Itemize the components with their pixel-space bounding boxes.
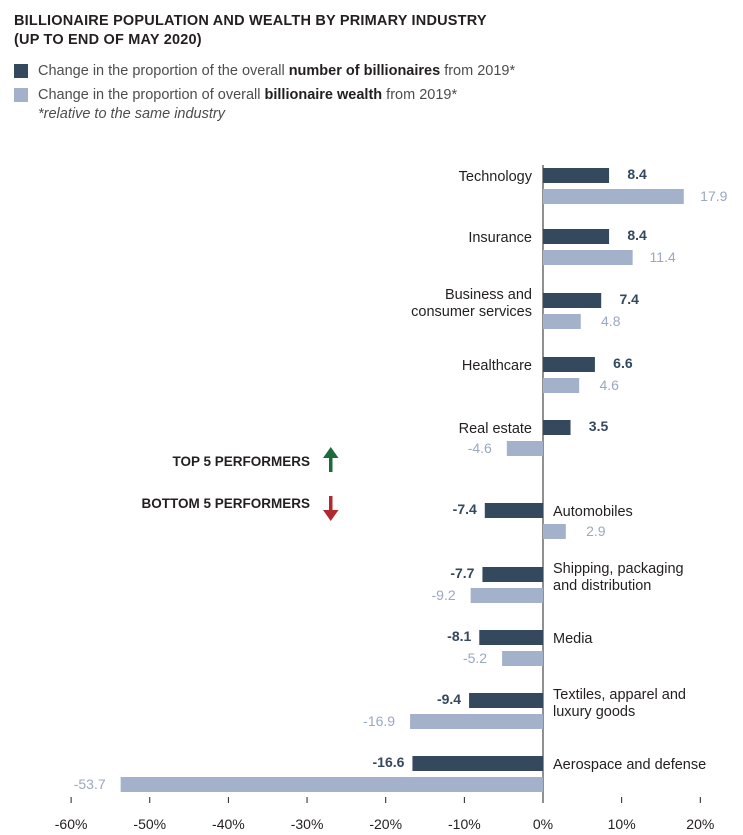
bar-wealth: [543, 378, 580, 393]
bar-wealth: [543, 524, 566, 539]
data-label-count: 8.4: [627, 227, 647, 243]
x-tick-label: -10%: [448, 816, 481, 832]
x-tick-label: -30%: [291, 816, 324, 832]
bar-count: [543, 229, 610, 244]
legend-label-count: Change in the proportion of the overall …: [38, 63, 516, 79]
bar-count: [484, 503, 543, 518]
legend-item-count: Change in the proportion of the overall …: [14, 63, 515, 79]
x-tick-label: -60%: [55, 816, 88, 832]
footnote: *relative to the same industry: [38, 106, 225, 122]
bar-count: [412, 756, 543, 771]
data-label-count: -9.4: [437, 691, 461, 707]
bar-count: [479, 630, 543, 645]
data-label-wealth: 4.6: [599, 377, 619, 393]
down-arrow-icon: [329, 496, 333, 513]
bar-count: [469, 693, 543, 708]
category-label: luxury goods: [553, 704, 635, 720]
data-label-wealth: -9.2: [432, 587, 456, 603]
bar-wealth: [506, 441, 543, 456]
category-label: Real estate: [459, 421, 532, 437]
data-label-wealth: 4.8: [601, 313, 621, 329]
category-label: and distribution: [553, 578, 651, 594]
bar-wealth: [543, 250, 633, 265]
legend-swatch-wealth: [14, 88, 28, 102]
x-tick-label: -20%: [369, 816, 402, 832]
x-tick-label: -50%: [133, 816, 166, 832]
subtitle-line: (UP TO END OF MAY 2020): [14, 32, 202, 48]
up-arrow-icon: [329, 455, 333, 472]
bar-wealth: [543, 314, 581, 329]
down-arrow-icon: [323, 510, 339, 521]
chart-title: BILLIONAIRE POPULATION AND WEALTH BY PRI…: [14, 12, 487, 50]
x-tick-label: 0%: [533, 816, 553, 832]
data-label-wealth: 17.9: [700, 188, 727, 204]
data-label-wealth: -5.2: [463, 650, 487, 666]
data-label-count: 7.4: [619, 291, 639, 307]
bar-count: [482, 567, 543, 582]
data-label-count: -8.1: [447, 628, 471, 644]
top-performers-label: TOP 5 PERFORMERS: [172, 454, 310, 469]
category-label: Aerospace and defense: [553, 757, 706, 773]
data-label-count: 6.6: [613, 355, 633, 371]
category-label: Technology: [459, 169, 533, 185]
bottom-performers-label: BOTTOM 5 PERFORMERS: [141, 496, 310, 511]
data-label-count: -16.6: [373, 754, 405, 770]
data-label-count: 8.4: [627, 166, 647, 182]
bar-count: [543, 293, 602, 308]
category-label: Media: [553, 631, 593, 647]
legend-item-wealth: Change in the proportion of overall bill…: [14, 87, 457, 103]
data-label-wealth: -16.9: [363, 713, 395, 729]
data-label-wealth: 2.9: [586, 523, 606, 539]
data-label-count: -7.4: [453, 501, 477, 517]
bar-wealth: [410, 714, 543, 729]
bar-count: [543, 168, 610, 183]
category-label: consumer services: [411, 304, 532, 320]
data-label-wealth: -4.6: [468, 440, 492, 456]
bar-wealth: [543, 189, 684, 204]
legend-label-wealth: Change in the proportion of overall bill…: [38, 87, 458, 103]
bar-count: [543, 420, 571, 435]
data-label-wealth: -53.7: [74, 776, 106, 792]
x-tick-label: 10%: [608, 816, 636, 832]
data-label-count: 3.5: [589, 418, 609, 434]
bar-wealth: [470, 588, 543, 603]
title-line: BILLIONAIRE POPULATION AND WEALTH BY PRI…: [14, 13, 487, 29]
category-label: Textiles, apparel and: [553, 687, 686, 703]
legend-swatch-count: [14, 64, 28, 78]
x-tick-label: -40%: [212, 816, 245, 832]
bar-wealth: [120, 777, 543, 792]
up-arrow-icon: [323, 447, 339, 458]
category-label: Insurance: [468, 230, 532, 246]
bar-wealth: [502, 651, 543, 666]
data-label-wealth: 11.4: [650, 249, 676, 265]
data-label-count: -7.7: [450, 565, 474, 581]
category-label: Shipping, packaging: [553, 561, 684, 577]
category-label: Automobiles: [553, 504, 633, 520]
category-label: Healthcare: [462, 358, 532, 374]
category-label: Business and: [445, 287, 532, 303]
bar-count: [543, 357, 595, 372]
x-tick-label: 20%: [686, 816, 714, 832]
